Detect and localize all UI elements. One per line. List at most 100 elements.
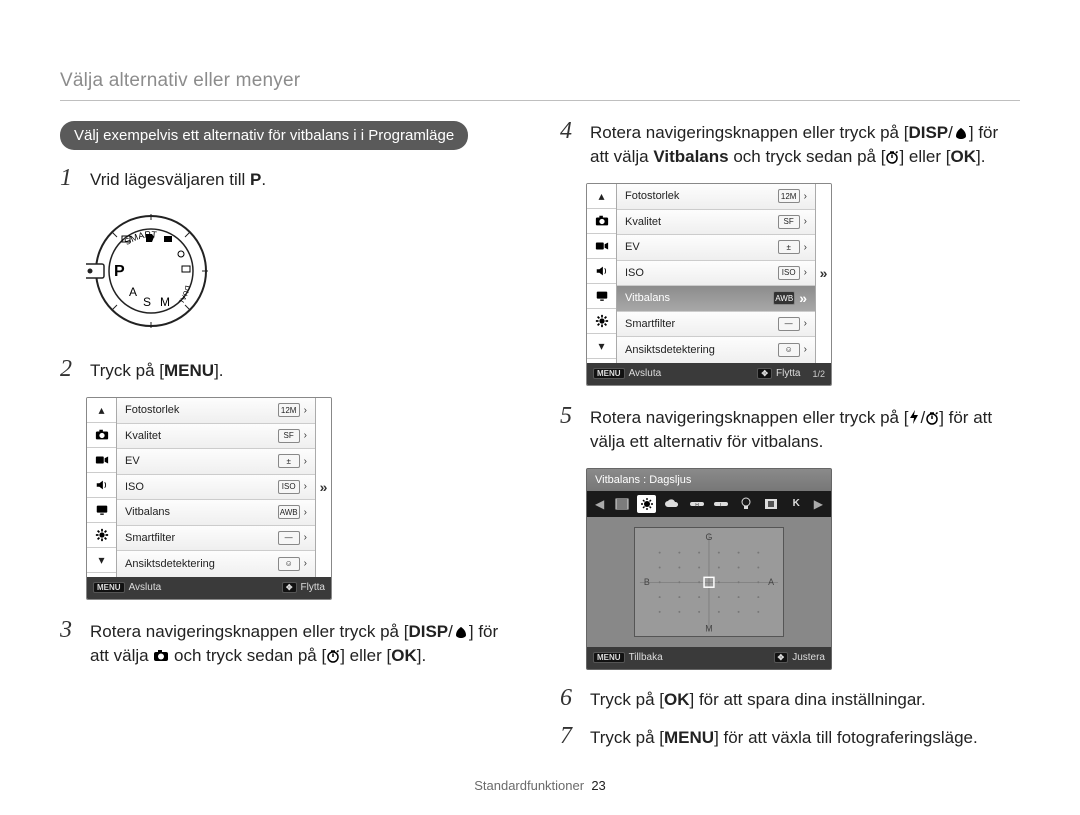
wb-title: Vitbalans : Dagsljus — [587, 469, 831, 491]
menu-key-icon: MENU — [593, 652, 625, 663]
nav-key-icon: ✥ — [282, 582, 297, 593]
video-tab-icon — [87, 448, 116, 473]
svg-text:B: B — [644, 577, 650, 587]
scroll-indicator: » — [315, 398, 331, 577]
menu-row: KvalitetSF› — [617, 210, 815, 236]
svg-text:A: A — [129, 285, 137, 299]
menu-tab-icons: ▴ ▾ — [587, 184, 617, 363]
wb-icon-bar: ◀ H L K ▶ — [587, 491, 831, 517]
step-number: 7 — [560, 724, 590, 748]
step-text: Tryck på [MENU]. — [90, 359, 520, 383]
menu-row: EV±› — [617, 235, 815, 261]
display-tab-icon — [587, 284, 616, 309]
step-7: 7 Tryck på [MENU] för att växla till fot… — [560, 726, 1020, 750]
step-5: 5 Rotera navigeringsknappen eller tryck … — [560, 406, 1020, 454]
step-2: 2 Tryck på [MENU]. — [60, 359, 520, 383]
step-1: 1 Vrid lägesväljaren till P. — [60, 168, 520, 192]
wb-tungsten-icon — [737, 495, 756, 513]
timer-icon — [885, 150, 899, 164]
timer-icon — [925, 411, 939, 425]
page-indicator: 1/2 — [806, 369, 831, 379]
step-text: Rotera navigeringsknappen eller tryck på… — [590, 406, 1020, 454]
sound-tab-icon — [587, 259, 616, 284]
menu-row: Ansiktsdetektering☺› — [617, 337, 815, 363]
wb-auto-icon — [612, 495, 631, 513]
left-column: Välj exempelvis ett alternativ för vitba… — [60, 121, 520, 764]
svg-text:M: M — [705, 623, 712, 633]
scroll-right-icon: » — [820, 184, 828, 363]
scroll-right-icon: » — [320, 398, 328, 577]
svg-text:A: A — [768, 577, 774, 587]
ok-button-label: OK — [391, 646, 417, 665]
menu-row: Fotostorlek12M› — [117, 398, 315, 424]
tab-up-icon: ▴ — [87, 398, 116, 423]
step-text: Tryck på [OK] för att spara dina inställ… — [590, 688, 1020, 712]
camera-tab-icon — [587, 209, 616, 234]
disp-button-label: DISP — [908, 123, 948, 142]
two-column-layout: Välj exempelvis ett alternativ för vitba… — [60, 121, 1020, 764]
menu-row: VitbalansAWB› — [117, 500, 315, 526]
step-number: 5 — [560, 404, 590, 428]
ok-button-label: OK — [664, 690, 690, 709]
step-3: 3 Rotera navigeringsknappen eller tryck … — [60, 620, 520, 668]
page-footer: Standardfunktioner 23 — [0, 778, 1080, 793]
nav-key-icon: ✥ — [757, 368, 772, 379]
menu-list: Fotostorlek12M› KvalitetSF› EV±› ISOISO›… — [117, 398, 315, 577]
wb-kelvin-icon: K — [787, 495, 806, 513]
manual-page: Välja alternativ eller menyer Välj exemp… — [0, 0, 1080, 815]
step-text: Rotera navigeringsknappen eller tryck på… — [590, 121, 1020, 169]
step-6: 6 Tryck på [OK] för att spara dina instä… — [560, 688, 1020, 712]
wb-daylight-icon — [637, 495, 656, 513]
menu-screenshot-1: ▴ ▾ Fotostorlek12M› KvalitetSF› EV±› ISO… — [86, 397, 332, 600]
menu-footer: MENUAvsluta ✥Flytta — [87, 577, 331, 599]
menu-list: Fotostorlek12M› KvalitetSF› EV±› ISOISO›… — [617, 184, 815, 363]
settings-tab-icon — [587, 309, 616, 334]
nav-key-icon: ✥ — [774, 652, 789, 663]
menu-row: ISOISO› — [617, 261, 815, 287]
tab-down-icon: ▾ — [587, 334, 616, 359]
video-tab-icon — [587, 234, 616, 259]
flash-icon — [908, 409, 920, 425]
menu-row: Fotostorlek12M› — [617, 184, 815, 210]
menu-tab-icons: ▴ ▾ — [87, 398, 117, 577]
wb-adjust-grid: G B A M — [634, 527, 784, 637]
right-arrow-icon: ▶ — [812, 497, 825, 511]
svg-text:L: L — [720, 503, 723, 509]
scroll-indicator: » — [815, 184, 831, 363]
wb-preview: G B A M — [587, 517, 831, 647]
menu-key-icon: MENU — [593, 368, 625, 379]
camera-tab-icon — [87, 423, 116, 448]
step-text: Vrid lägesväljaren till P. — [90, 168, 520, 192]
right-column: 4 Rotera navigeringsknappen eller tryck … — [560, 121, 1020, 764]
example-pill: Välj exempelvis ett alternativ för vitba… — [60, 121, 468, 150]
step-number: 2 — [60, 357, 90, 381]
menu-button-label: MENU — [164, 361, 214, 380]
svg-text:H: H — [695, 503, 699, 509]
wb-fluorescent-h-icon: H — [687, 495, 706, 513]
wb-fluorescent-l-icon: L — [712, 495, 731, 513]
left-arrow-icon: ◀ — [593, 497, 606, 511]
step-number: 4 — [560, 119, 590, 143]
disp-button-label: DISP — [408, 622, 448, 641]
sound-tab-icon — [87, 473, 116, 498]
menu-row-selected: VitbalansAWB» — [617, 286, 815, 312]
menu-row: Ansiktsdetektering☺› — [117, 551, 315, 577]
settings-tab-icon — [87, 523, 116, 548]
menu-button-label: MENU — [664, 728, 714, 747]
svg-text:P: P — [114, 263, 125, 280]
whitebalance-screenshot: Vitbalans : Dagsljus ◀ H L K ▶ — [586, 468, 832, 670]
menu-key-icon: MENU — [93, 582, 125, 593]
wb-custom-icon — [762, 495, 781, 513]
macro-icon — [453, 625, 469, 639]
page-header: Välja alternativ eller menyer — [60, 70, 1020, 92]
step-number: 6 — [560, 686, 590, 710]
menu-row: ISOISO› — [117, 475, 315, 501]
macro-icon — [953, 126, 969, 140]
wb-cloudy-icon — [662, 495, 681, 513]
camera-icon — [153, 649, 169, 663]
timer-icon — [326, 649, 340, 663]
menu-footer: MENUAvsluta ✥Flytta 1/2 — [587, 363, 831, 385]
tab-up-icon: ▴ — [587, 184, 616, 209]
step-number: 3 — [60, 618, 90, 642]
tab-down-icon: ▾ — [87, 548, 116, 573]
